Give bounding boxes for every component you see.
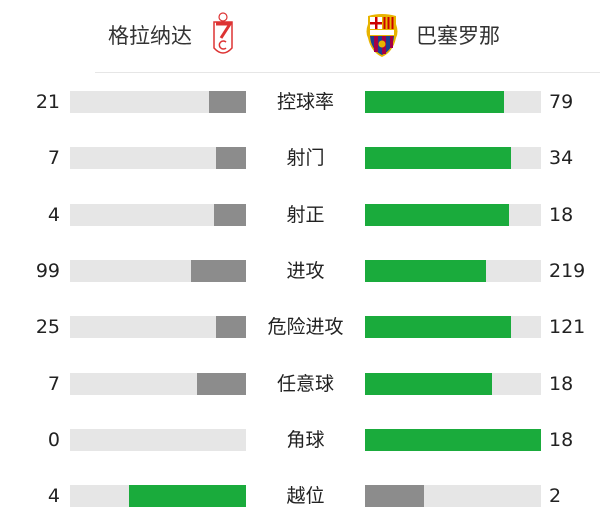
stat-label: 控球率 [276, 91, 334, 113]
home-bar-track [70, 485, 246, 508]
away-bar-fill [365, 91, 505, 113]
stat-label: 进攻 [286, 259, 325, 282]
stat-label: 危险进攻 [267, 316, 344, 339]
home-bar-track [70, 203, 246, 226]
away-bar-fill [365, 147, 511, 170]
away-value: 2 [549, 485, 562, 508]
away-team-name: 巴塞罗那 [416, 24, 500, 48]
away-value: 18 [549, 372, 574, 395]
away-bar-fill [365, 372, 492, 395]
home-value: 7 [47, 372, 60, 395]
home-bar-fill [209, 91, 246, 113]
away-bar-track [365, 428, 541, 451]
home-bar-fill [128, 485, 246, 508]
stat-row: 21 控球率 79 [0, 91, 600, 113]
stat-label: 射门 [286, 147, 325, 170]
away-bar-fill [365, 259, 487, 282]
stat-label: 越位 [286, 485, 325, 508]
stat-row: 4 越位 2 [0, 485, 600, 508]
stat-label: 角球 [286, 428, 325, 451]
home-bar-fill [215, 147, 246, 170]
away-bar-track [365, 203, 541, 226]
home-value: 21 [35, 91, 60, 113]
stat-row: 7 射门 34 [0, 147, 600, 170]
stat-row: 99 进攻 219 [0, 259, 600, 282]
stat-label: 射正 [286, 203, 325, 226]
home-value: 25 [35, 316, 60, 339]
away-bar-track [365, 91, 541, 113]
match-header: 格拉纳达 巴塞罗那 [0, 0, 600, 72]
away-bar-track [365, 147, 541, 170]
home-bar-track [70, 316, 246, 339]
away-value: 18 [549, 203, 574, 226]
home-bar-track [70, 372, 246, 395]
away-bar-fill [365, 203, 509, 226]
home-bar-track [70, 259, 246, 282]
home-value: 4 [47, 485, 60, 508]
home-bar-track [70, 428, 246, 451]
stat-label: 任意球 [276, 372, 334, 395]
home-bar-track [70, 91, 246, 113]
away-bar-track [365, 259, 541, 282]
away-bar-track [365, 372, 541, 395]
home-value: 0 [47, 428, 60, 451]
away-bar-fill [365, 485, 424, 508]
home-bar-fill [191, 259, 246, 282]
stat-row: 25 危险进攻 121 [0, 316, 600, 339]
home-bar-fill [214, 203, 246, 226]
header-divider [95, 72, 600, 73]
home-team-name: 格拉纳达 [108, 24, 192, 48]
stat-row: 0 角球 18 [0, 428, 600, 451]
away-value: 121 [549, 316, 586, 339]
away-value: 18 [549, 428, 574, 451]
home-bar-track [70, 147, 246, 170]
away-bar-fill [365, 428, 541, 451]
home-value: 7 [47, 147, 60, 170]
home-bar-fill [196, 372, 246, 395]
away-value: 79 [549, 91, 574, 113]
home-value: 4 [47, 203, 60, 226]
stat-row: 7 任意球 18 [0, 372, 600, 395]
away-bar-track [365, 485, 541, 508]
home-value: 99 [35, 259, 60, 282]
stat-row: 4 射正 18 [0, 203, 600, 226]
granada-crest-icon [213, 12, 233, 54]
away-value: 34 [549, 147, 574, 170]
home-bar-fill [215, 316, 246, 339]
away-bar-fill [365, 316, 511, 339]
away-value: 219 [549, 259, 586, 282]
barcelona-crest-icon [366, 14, 398, 57]
away-bar-track [365, 316, 541, 339]
